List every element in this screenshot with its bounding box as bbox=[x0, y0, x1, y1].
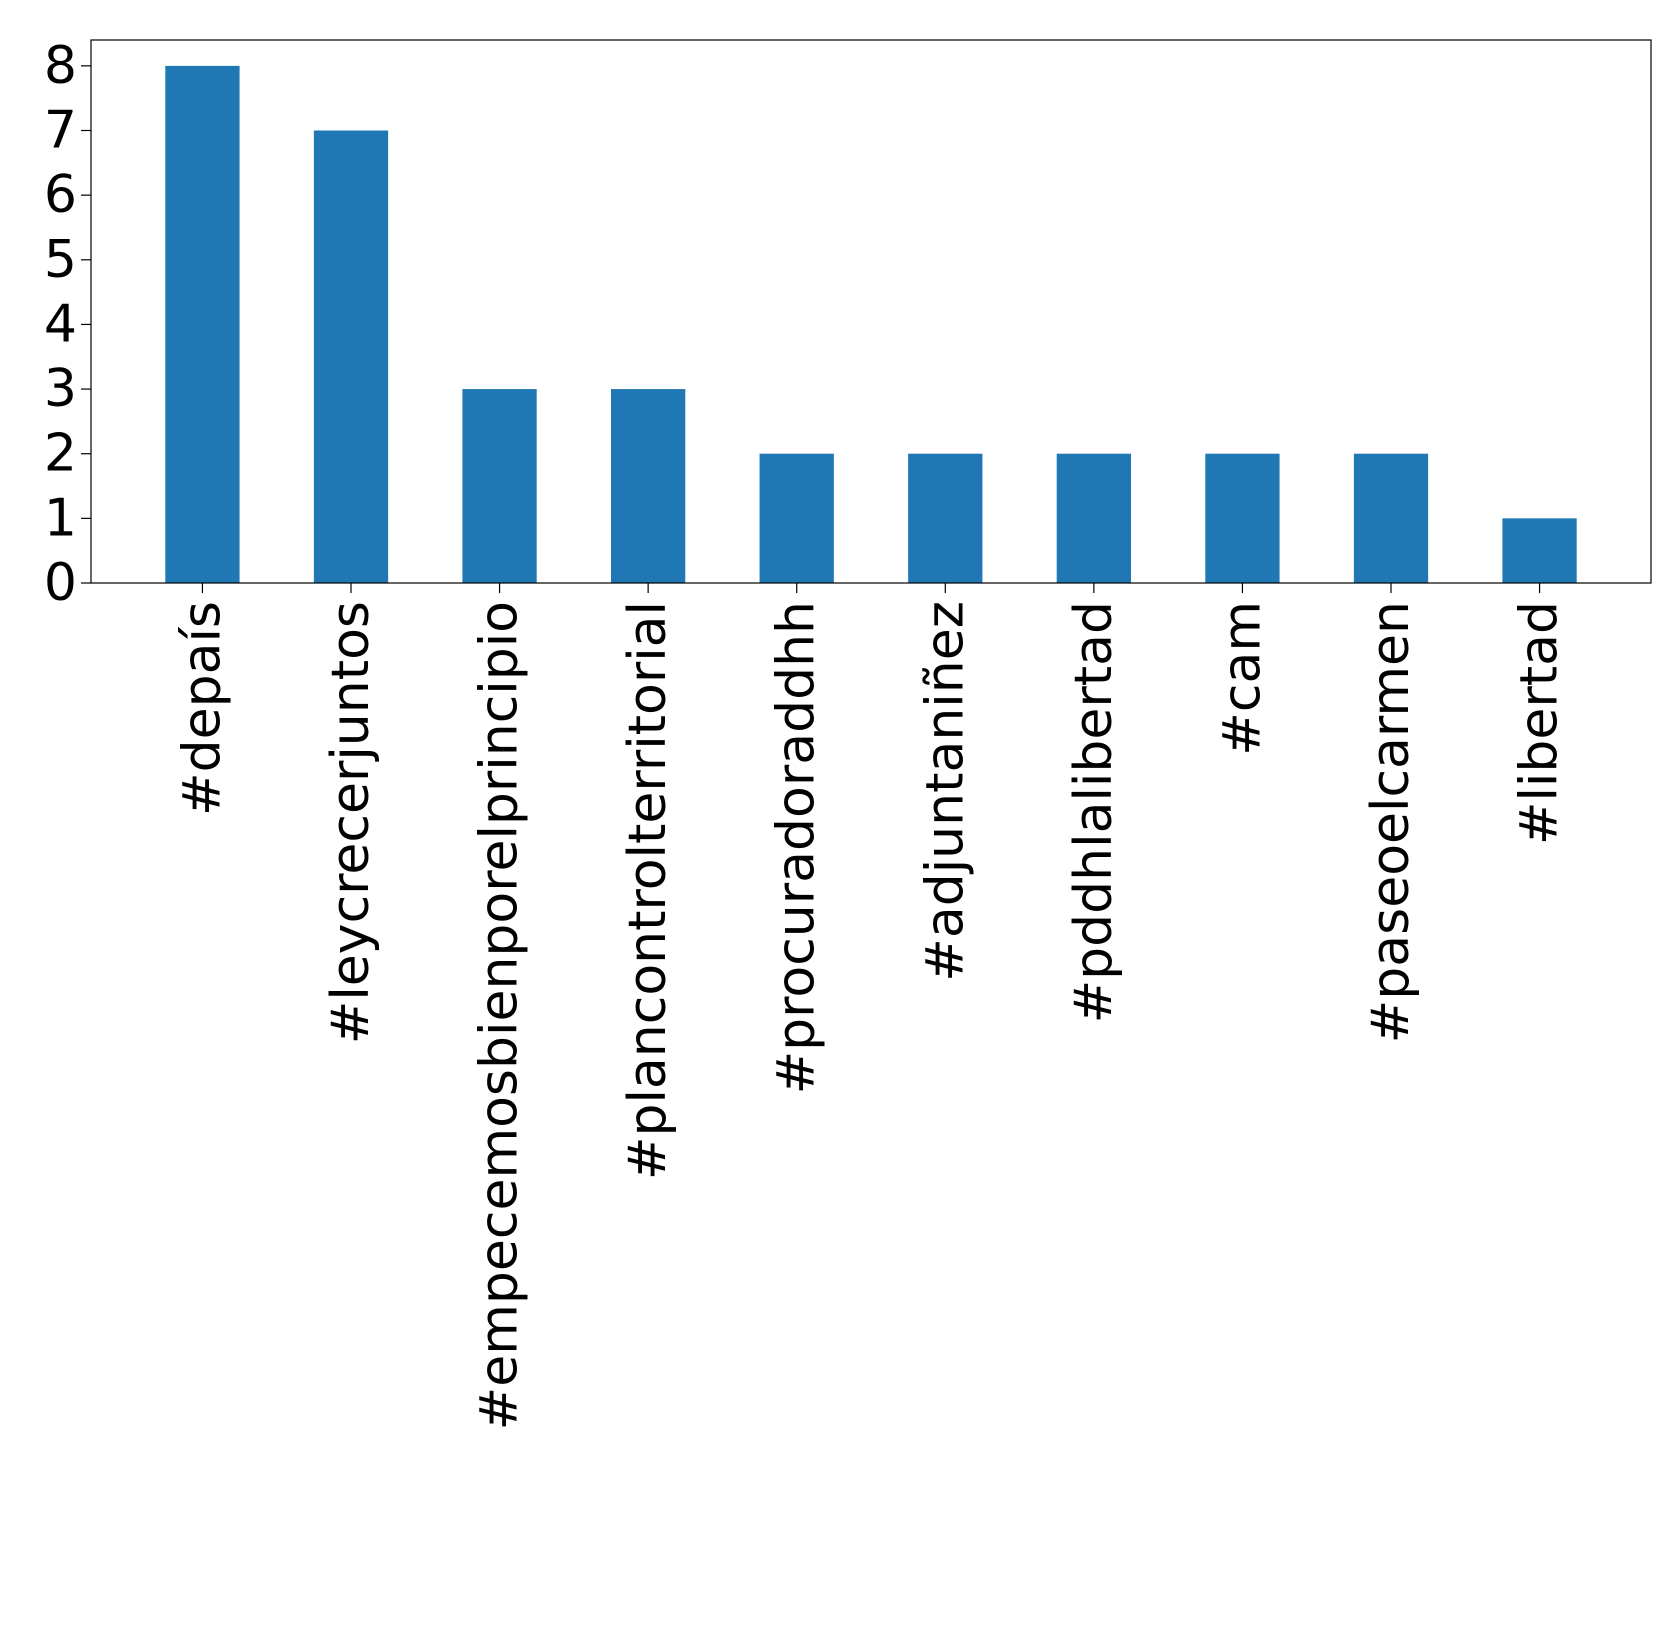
x-tick-label: #empecemosbienporelprincipio bbox=[470, 601, 530, 1430]
bar-6 bbox=[1056, 453, 1131, 583]
bar-2 bbox=[462, 389, 537, 583]
x-tick-label: #adjuntaniñez bbox=[915, 601, 975, 982]
bars-group bbox=[165, 65, 1577, 584]
bar-3 bbox=[611, 389, 686, 583]
bar-4 bbox=[759, 453, 834, 583]
x-tick-label: #leycrecerjuntos bbox=[321, 601, 381, 1044]
bar-9 bbox=[1502, 518, 1577, 583]
plot-frame bbox=[90, 39, 1652, 584]
x-tick-label: #cam bbox=[1212, 601, 1272, 756]
y-tick-label: 1 bbox=[44, 488, 77, 548]
x-tick-label: #procuradoraddhh bbox=[767, 601, 827, 1094]
x-tick-label: #pddhlalibertad bbox=[1064, 601, 1124, 1023]
x-tick-label: #plancontrolterritorial bbox=[618, 601, 678, 1180]
y-tick-label: 4 bbox=[44, 294, 77, 354]
bar-7 bbox=[1205, 453, 1280, 583]
y-tick-label: 5 bbox=[44, 230, 77, 290]
y-tick-label: 0 bbox=[44, 553, 77, 613]
x-tick-label: #depaís bbox=[172, 601, 232, 816]
y-tick-label: 6 bbox=[44, 165, 77, 225]
bar-8 bbox=[1353, 453, 1429, 583]
bar-0 bbox=[165, 65, 240, 584]
bar-5 bbox=[908, 453, 983, 583]
y-tick-label: 8 bbox=[44, 36, 77, 96]
bar-1 bbox=[313, 130, 389, 583]
y-tick-label: 3 bbox=[44, 359, 77, 419]
y-tick-label: 7 bbox=[44, 101, 77, 161]
x-tick-label: #libertad bbox=[1510, 601, 1570, 845]
y-tick-label: 2 bbox=[44, 424, 77, 484]
x-axis: #depaís #leycrecerjuntos #empecemosbienpor… bbox=[172, 583, 1570, 1430]
x-tick-label: #paseoelcarmen bbox=[1361, 601, 1421, 1043]
